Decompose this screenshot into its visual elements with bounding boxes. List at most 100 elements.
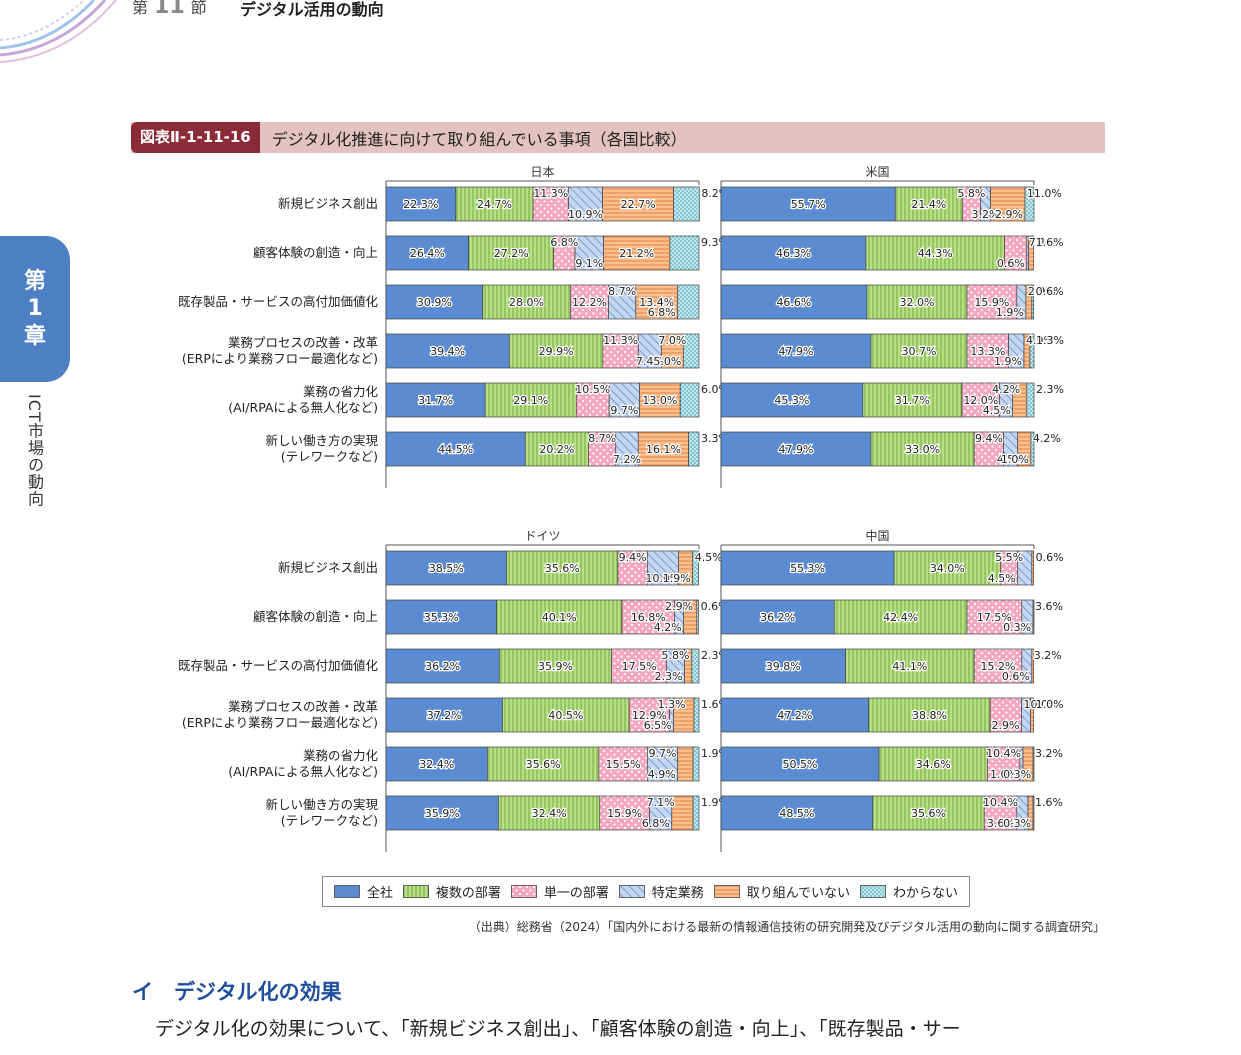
bar-segment: [1024, 186, 1035, 222]
bar-segment: [720, 746, 880, 782]
data-label: 47.2%: [777, 709, 812, 722]
bar-segment: [1031, 284, 1035, 320]
bar-segment: [966, 333, 1009, 369]
data-label: 39.4%: [430, 345, 465, 358]
data-label: 12.9%: [632, 709, 667, 722]
bar-segment: [385, 186, 457, 222]
data-label: 10.4%: [986, 747, 1021, 760]
legend-item: 特定業務: [618, 882, 704, 901]
data-label: 30.9%: [417, 296, 452, 309]
bar-segment: [385, 795, 499, 831]
data-label: 41.1%: [892, 660, 927, 673]
bar-segment: [608, 382, 640, 418]
data-label: 32.4%: [532, 807, 567, 820]
section-number: 第 11 節: [132, 0, 207, 19]
bar-segment: [574, 235, 604, 271]
data-label: 45.3%: [774, 394, 809, 407]
category-label: 顧客体験の創造・向上: [253, 609, 378, 624]
data-label: 35.6%: [526, 758, 561, 771]
data-label: 29.1%: [513, 394, 548, 407]
data-label: 1.6%: [1035, 796, 1063, 809]
data-label: 9.4%: [619, 551, 647, 564]
category-label: (テレワークなど): [281, 813, 378, 828]
bar-segment: [385, 333, 510, 369]
data-label: 10.4%: [983, 796, 1018, 809]
data-label: 47.9%: [778, 345, 813, 358]
data-label: 22.3%: [403, 198, 438, 211]
data-label: 29.9%: [539, 345, 574, 358]
category-label: 業務の省力化: [303, 748, 379, 763]
legend-swatch-fill: [402, 885, 429, 898]
data-label: 32.4%: [419, 758, 454, 771]
data-label: 44.5%: [438, 443, 473, 456]
bar-segment: [894, 186, 963, 222]
legend-label: 単一の部署: [543, 886, 609, 901]
bar-segment: [608, 284, 637, 320]
bar-segment: [639, 382, 681, 418]
bar-segment: [720, 795, 874, 831]
bar-segment: [568, 186, 603, 222]
bar-segment: [989, 697, 1022, 733]
data-label: 13.4%: [639, 296, 674, 309]
bar-segment: [487, 746, 600, 782]
bar-segment: [682, 333, 700, 369]
data-label: 27.2%: [494, 247, 529, 260]
bar-segment: [987, 746, 1021, 782]
panel-title: ドイツ: [524, 529, 560, 543]
chapter-tab-line3: 章: [23, 323, 46, 349]
data-label: 34.6%: [916, 758, 951, 771]
data-label: 35.6%: [911, 807, 946, 820]
section-suffix: 節: [190, 0, 207, 17]
legend-swatch: [860, 885, 886, 898]
data-label: 5.0%: [653, 355, 681, 368]
data-label: 17.5%: [977, 611, 1012, 624]
bar-segment: [599, 795, 650, 831]
bar-segment: [720, 648, 846, 684]
bar-segment: [865, 235, 1005, 271]
data-label: 44.3%: [918, 247, 953, 260]
bar-segment: [617, 550, 648, 586]
bar-segment: [833, 599, 968, 635]
legend-item: 取り組んでいない: [713, 882, 850, 901]
bar-segment: [870, 333, 968, 369]
data-label: 33.0%: [905, 443, 940, 456]
data-label: 21.2%: [619, 247, 654, 260]
legend-swatch: [618, 885, 645, 898]
bar-segment: [385, 697, 503, 733]
data-label: 46.3%: [776, 247, 811, 260]
bar-segment: [498, 648, 613, 684]
panel-title: 中国: [865, 528, 889, 543]
data-label: 17.5%: [622, 660, 657, 673]
data-label: 31.7%: [895, 394, 930, 407]
data-label: 20.2%: [539, 443, 574, 456]
data-label: 4.2%: [992, 383, 1020, 396]
chart-legend: 全社 複数の部署 単一の部署 特定業務 取り組んでいない わからない: [322, 876, 970, 907]
source-note: （出典）総務省（2024）「国内外における最新の情報通信技術の研究開発及びデジタ…: [468, 920, 1105, 934]
data-label: 15.5%: [606, 758, 641, 771]
data-label: 9.4%: [975, 432, 1003, 445]
data-label: 15.9%: [974, 296, 1009, 309]
data-label: 47.9%: [778, 443, 813, 456]
chapter-tab-line2: 1: [27, 296, 43, 322]
category-label: (AI/RPAによる無人化など): [228, 764, 378, 779]
data-label: 5.8%: [957, 187, 985, 200]
bar-segment: [693, 697, 700, 733]
data-label: 38.8%: [912, 709, 947, 722]
bar-segment: [720, 284, 868, 320]
data-label: 22.7%: [621, 198, 656, 211]
data-label: 1.0%: [1036, 698, 1064, 711]
data-label: 40.1%: [542, 611, 577, 624]
data-label: 1.0%: [1001, 453, 1029, 466]
category-label: (ERPにより業務フロー最適化など): [182, 715, 378, 730]
bar-segment: [692, 550, 700, 586]
bar-segment: [385, 648, 500, 684]
category-label: (ERPにより業務フロー最適化など): [182, 351, 378, 366]
category-label: 新しい働き方の実現: [265, 797, 378, 812]
data-label: 36.2%: [760, 611, 795, 624]
data-label: 6.8%: [550, 236, 578, 249]
bar-segment: [688, 431, 700, 467]
category-label: (AI/RPAによる無人化など): [228, 400, 378, 415]
figure-header: 図表Ⅱ-1-11-16 デジタル化推進に向けて取り組んでいる事項（各国比較）: [131, 122, 1105, 153]
data-label: 55.3%: [790, 562, 825, 575]
